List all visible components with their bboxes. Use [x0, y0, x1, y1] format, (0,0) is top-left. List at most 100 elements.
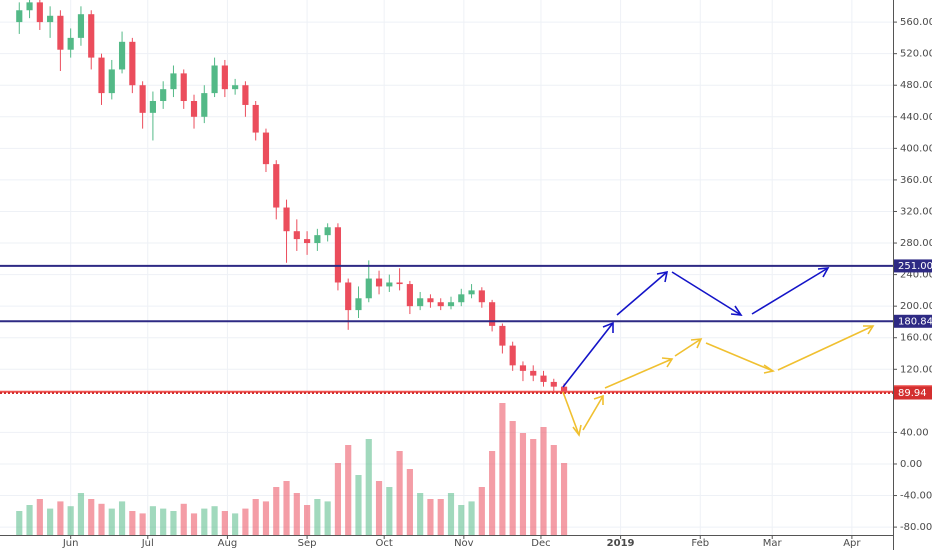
x-tick-label: Jul: [141, 538, 154, 549]
volume-bar: [98, 503, 105, 535]
level-label: 89.94: [898, 388, 927, 399]
volume-bar: [489, 451, 496, 535]
volume-bar: [108, 508, 115, 535]
arrow: [671, 271, 742, 316]
volume-bar: [67, 506, 74, 535]
volume-bar: [406, 469, 413, 535]
volume-bar: [540, 427, 547, 535]
volume-bar: [160, 508, 167, 535]
arrow-head: [656, 270, 669, 283]
volume-bar: [447, 493, 455, 535]
x-tick-label: Oct: [376, 538, 393, 549]
volume-bar: [478, 487, 485, 535]
volume-bar: [468, 501, 475, 535]
candle-body: [447, 302, 455, 307]
volume-bar: [57, 501, 64, 535]
arrow: [674, 338, 702, 357]
candle-body: [67, 37, 74, 50]
candle-body: [375, 278, 383, 287]
candle-body: [530, 370, 537, 376]
volume-bar: [139, 513, 146, 535]
volume: [16, 403, 568, 535]
candle-body: [519, 365, 527, 371]
candle-body: [334, 227, 342, 283]
y-tick-label: 40.00: [900, 427, 929, 438]
volume-bar: [221, 511, 228, 535]
candle-body: [129, 41, 136, 86]
level-label: 251.00: [898, 261, 932, 272]
arrow: [616, 271, 668, 316]
volume-bar: [211, 506, 218, 535]
arrow: [562, 391, 580, 436]
y-tick-label: 560.00: [900, 17, 932, 28]
candle-body: [118, 41, 126, 70]
candles: [16, 0, 568, 397]
candle-body: [273, 164, 280, 208]
volume-bar: [190, 513, 198, 535]
volume-bar: [47, 508, 54, 535]
candle-body: [170, 73, 177, 90]
y-tick-label: -40.00: [900, 491, 932, 502]
arrow-head: [572, 424, 582, 437]
volume-bar: [16, 511, 23, 535]
volume-bar: [509, 421, 516, 535]
candle-body: [252, 104, 259, 133]
volume-bar: [232, 513, 239, 535]
x-tick-label: Aug: [218, 538, 238, 549]
y-tick-label: 320.00: [900, 206, 932, 217]
arrow: [705, 342, 774, 372]
volume-bar: [499, 403, 506, 535]
y-tick-label: 120.00: [900, 364, 932, 375]
x-tick-label: 2019: [607, 538, 635, 549]
candle-body: [478, 290, 485, 303]
candle-body: [190, 101, 198, 117]
volume-bar: [314, 499, 321, 535]
candle-body: [47, 15, 54, 23]
candle-body: [98, 57, 105, 94]
candle-body: [242, 85, 249, 105]
candle-body: [314, 235, 321, 244]
y-tick-label: -80.00: [900, 522, 932, 533]
y-tick-label: 520.00: [900, 49, 932, 60]
candle-body: [427, 298, 434, 303]
y-tick-label: 0.00: [900, 459, 922, 470]
candle-body: [304, 239, 311, 244]
candle-body: [232, 85, 239, 90]
volume-bar: [77, 493, 85, 535]
volume-bar: [458, 505, 465, 535]
candle-body: [489, 302, 496, 326]
candle-body: [139, 85, 146, 113]
volume-bar: [417, 493, 424, 535]
volume-bar: [304, 505, 311, 535]
candle-body: [201, 93, 208, 117]
arrow-head: [817, 267, 830, 278]
candle-body: [26, 2, 33, 11]
volume-bar: [324, 501, 331, 535]
volume-bar: [36, 499, 43, 535]
y-tick-label: 400.00: [900, 143, 932, 154]
arrow: [777, 325, 874, 371]
candle-body: [293, 231, 300, 240]
level-label: 180.84: [898, 316, 932, 327]
volume-bar: [252, 499, 259, 535]
volume-bar: [427, 499, 434, 535]
x-tick-label: Dec: [531, 538, 550, 549]
level-label-bg: [894, 259, 932, 273]
arrow: [604, 358, 673, 389]
axes: 560.00 520.00 480.00 440.00 400.00 360.00 320.…: [62, 17, 932, 549]
arrow: [562, 322, 614, 388]
y-tick-label: 280.00: [900, 238, 932, 249]
volume-bar: [201, 508, 208, 535]
volume-bar: [530, 439, 537, 535]
grid: [0, 0, 893, 535]
candle-body: [221, 65, 228, 90]
candle-body: [283, 207, 290, 232]
y-tick-label: 160.00: [900, 333, 932, 344]
y-tick-label: 440.00: [900, 112, 932, 123]
x-tick-label: Apr: [843, 538, 861, 549]
volume-bar: [365, 439, 372, 535]
candle-body: [550, 381, 557, 387]
arrow-head: [863, 325, 875, 335]
candle-body: [437, 302, 444, 307]
candle-body: [540, 375, 547, 382]
